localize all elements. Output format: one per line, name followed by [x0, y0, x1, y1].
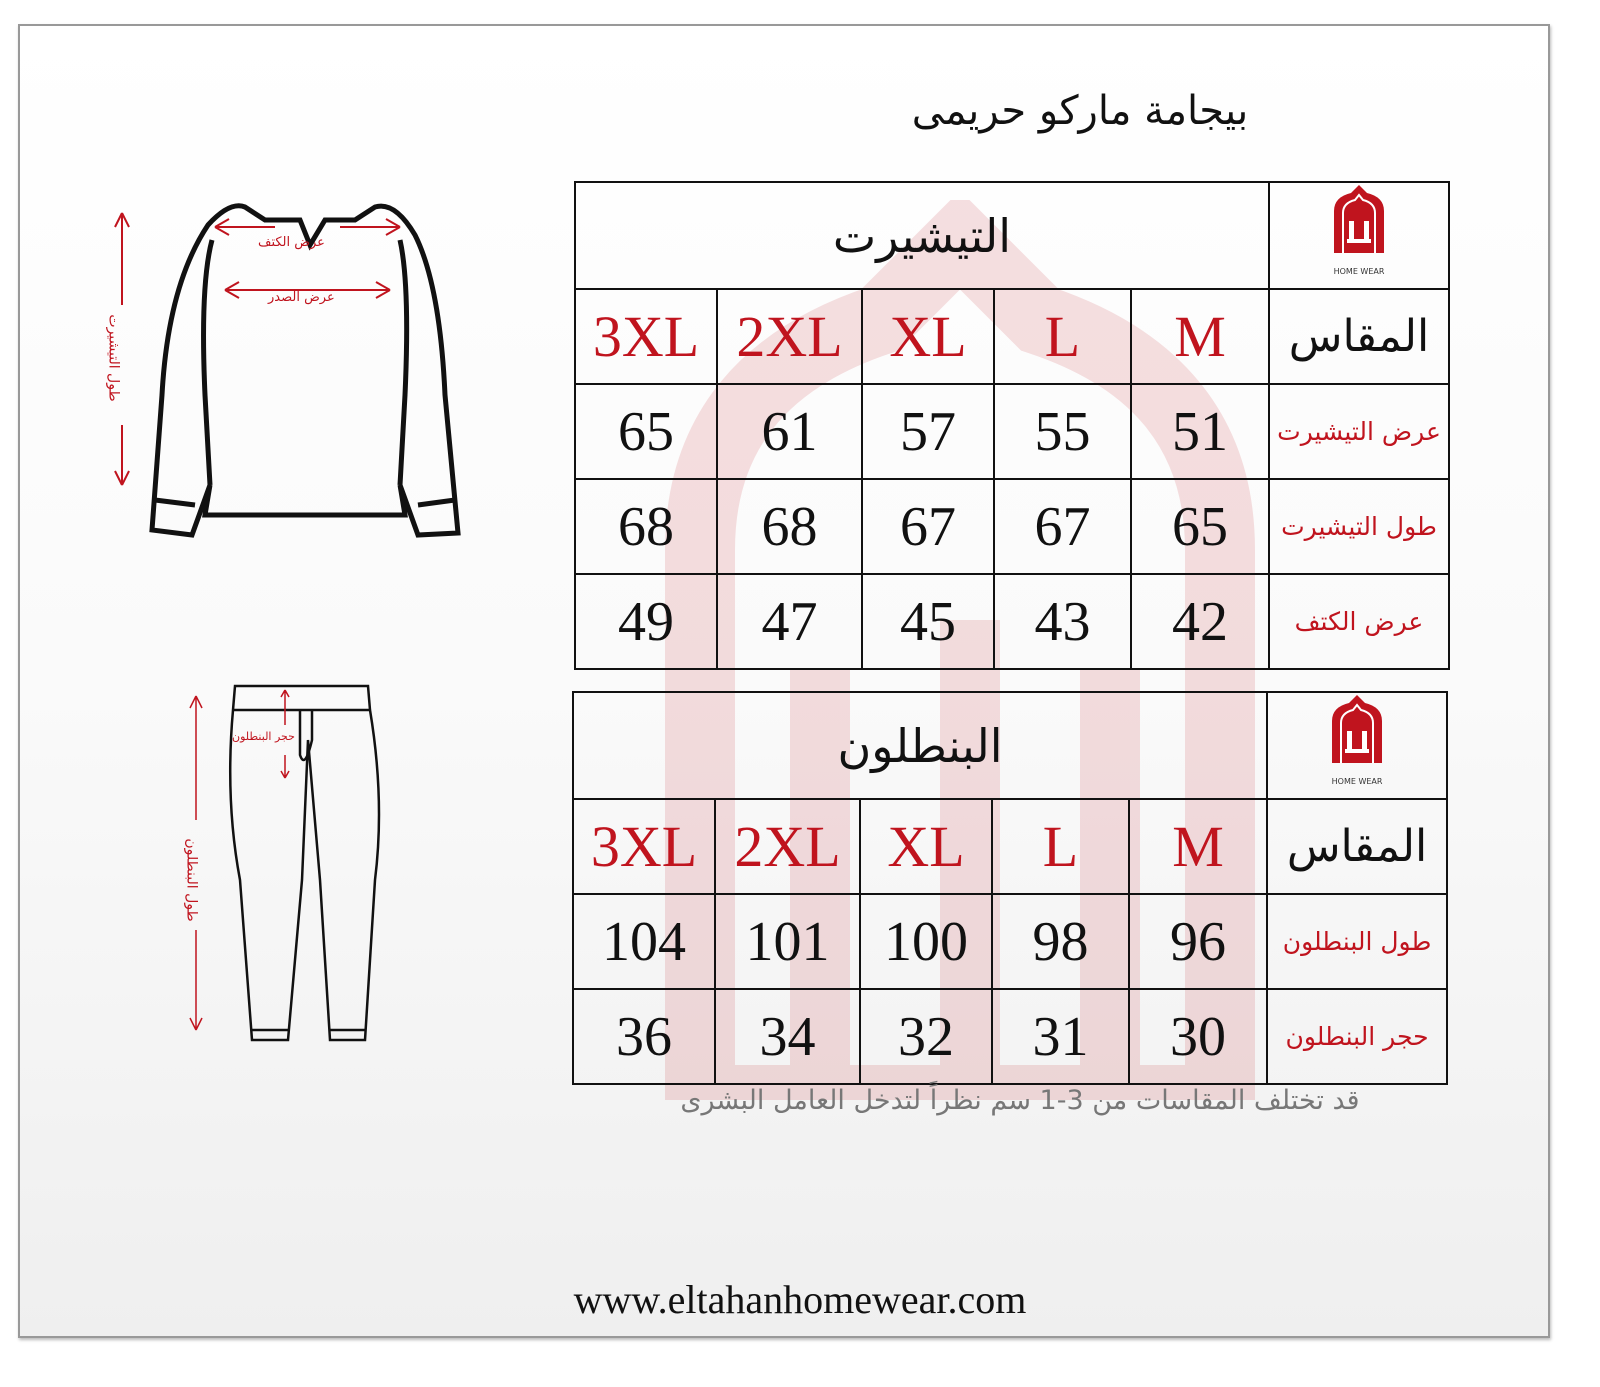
measurement-cell: 55 — [993, 383, 1132, 480]
measurement-cell: 67 — [861, 478, 995, 575]
brand-logo-icon — [1332, 695, 1383, 763]
measurement-cell: 30 — [1127, 988, 1269, 1085]
section-header-row: البنطلون HOME WEAR — [571, 691, 1449, 800]
measurement-note: قد تختلف المقاسات من 3-1 سم نظراً لتدخل … — [680, 1085, 1360, 1116]
size-label: المقاس — [1268, 288, 1451, 385]
section-title: البنطلون — [571, 691, 1269, 800]
size-header: 2XL — [714, 798, 861, 895]
logo-cell: HOME WEAR — [1266, 691, 1449, 800]
measurement-cell: 65 — [1129, 478, 1271, 575]
measurement-cell: 96 — [1127, 893, 1269, 990]
measurement-cell: 51 — [1129, 383, 1271, 480]
size-header: 3XL — [572, 798, 716, 895]
pants-diagram — [189, 684, 381, 1042]
measurement-cell: 36 — [572, 988, 716, 1085]
chest-width-label: عرض الصدر — [268, 290, 335, 305]
measurement-cell: 68 — [574, 478, 718, 575]
measurement-cell: 45 — [861, 573, 995, 670]
row-label: عرض التيشيرت — [1268, 383, 1451, 480]
brand-logo: HOME WEAR — [1329, 183, 1389, 276]
tshirt-diagram — [114, 203, 461, 538]
measurement-cell: 57 — [861, 383, 995, 480]
size-header: L — [993, 288, 1132, 385]
measurement-cell: 98 — [991, 893, 1130, 990]
brand-logo: HOME WEAR — [1327, 693, 1387, 786]
measurement-cell: 100 — [859, 893, 993, 990]
logo-cell: HOME WEAR — [1268, 181, 1451, 290]
measurement-cell: 34 — [714, 988, 861, 1085]
brand-logo-icon — [1334, 185, 1385, 253]
size-label: المقاس — [1266, 798, 1449, 895]
size-header: XL — [859, 798, 993, 895]
size-header: 3XL — [574, 288, 718, 385]
row-label: عرض الكتف — [1268, 573, 1451, 670]
shoulder-width-label: عرض الكتف — [258, 235, 325, 250]
size-row: 3XL 2XL XL L M المقاس — [572, 798, 1449, 895]
measurement-cell: 32 — [859, 988, 993, 1085]
pants-length-label: طول البنطلون — [183, 838, 200, 922]
measurement-cell: 104 — [572, 893, 716, 990]
size-header: M — [1129, 288, 1271, 385]
shirt-length-label: طول التيشيرت — [105, 314, 122, 402]
table-row: 65 61 57 55 51 عرض التيشيرت — [574, 383, 1451, 480]
table-row: 49 47 45 43 42 عرض الكتف — [574, 573, 1451, 670]
size-row: 3XL 2XL XL L M المقاس — [574, 288, 1451, 385]
section-header-row: التيشيرت HOME WEAR — [573, 181, 1451, 290]
size-header: 2XL — [716, 288, 863, 385]
row-label: حجر البنطلون — [1266, 988, 1449, 1085]
page-title: بيجامة ماركو حريمى — [911, 88, 1249, 134]
measurement-cell: 67 — [993, 478, 1132, 575]
table-row: 104 101 100 98 96 طول البنطلون — [572, 893, 1449, 990]
size-header: M — [1127, 798, 1269, 895]
size-header: XL — [861, 288, 995, 385]
measurement-cell: 49 — [574, 573, 718, 670]
measurement-cell: 31 — [991, 988, 1130, 1085]
measurement-cell: 47 — [716, 573, 863, 670]
measurement-cell: 101 — [714, 893, 861, 990]
pants-rise-label: حجر البنطلون — [232, 730, 295, 743]
measurement-cell: 43 — [993, 573, 1132, 670]
measurement-cell: 61 — [716, 383, 863, 480]
tshirt-size-table: التيشيرت HOME WEAR 3XL 2XL XL L M المقاس 65 61 57 5… — [573, 181, 1451, 670]
table-row: 36 34 32 31 30 حجر البنطلون — [572, 988, 1449, 1085]
pants-size-table: البنطلون HOME WEAR 3XL 2XL XL L M المقاس 104 101 1… — [571, 691, 1449, 1085]
row-label: طول التيشيرت — [1268, 478, 1451, 575]
size-header: L — [991, 798, 1130, 895]
section-title: التيشيرت — [573, 181, 1271, 290]
table-row: 68 68 67 67 65 طول التيشيرت — [574, 478, 1451, 575]
measurement-cell: 65 — [574, 383, 718, 480]
row-label: طول البنطلون — [1266, 893, 1449, 990]
measurement-cell: 68 — [716, 478, 863, 575]
measurement-cell: 42 — [1129, 573, 1271, 670]
website-link[interactable]: www.eltahanhomewear.com — [573, 1277, 1027, 1322]
